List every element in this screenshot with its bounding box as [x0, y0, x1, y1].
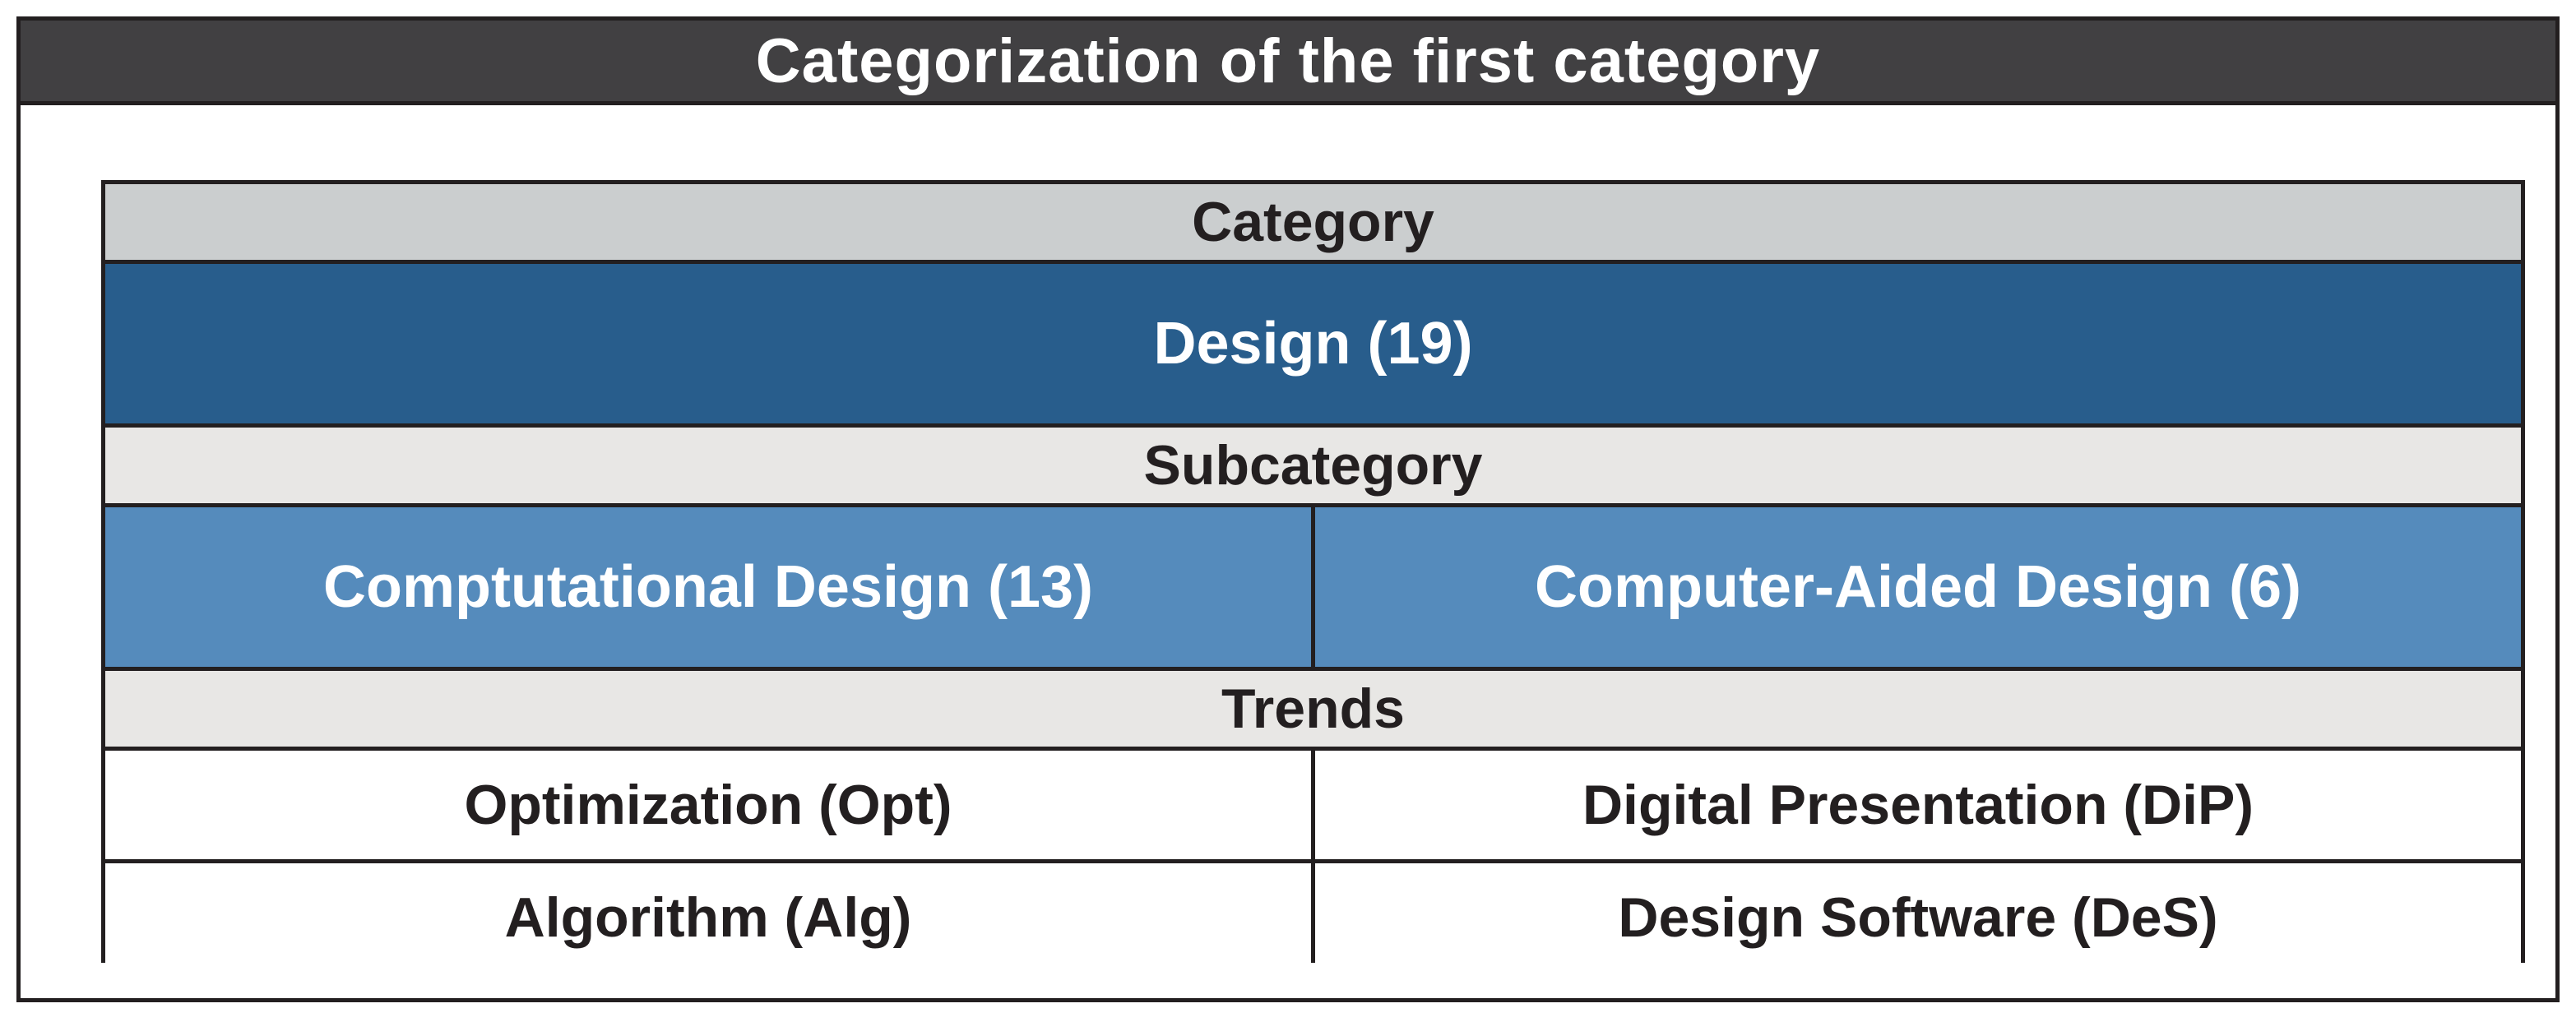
trends-header: Trends [105, 671, 2521, 747]
subcategory-header: Subcategory [105, 428, 2521, 503]
trend-design-software: Design Software (DeS) [1315, 863, 2521, 972]
diagram-frame: Categorization of the first category Cat… [16, 16, 2560, 1002]
subcategory-computational-design: Comptutational Design (13) [105, 507, 1311, 667]
trend-optimization: Optimization (Opt) [105, 751, 1311, 859]
trend-digital-presentation: Digital Presentation (DiP) [1315, 751, 2521, 859]
diagram-title: Categorization of the first category [21, 21, 2555, 105]
category-design: Design (19) [105, 264, 2521, 423]
trend-algorithm: Algorithm (Alg) [105, 863, 1311, 972]
category-header: Category [105, 184, 2521, 260]
categorization-table: Category Design (19) Subcategory Comptut… [101, 180, 2525, 972]
subcategory-computer-aided-design: Computer-Aided Design (6) [1315, 507, 2521, 667]
